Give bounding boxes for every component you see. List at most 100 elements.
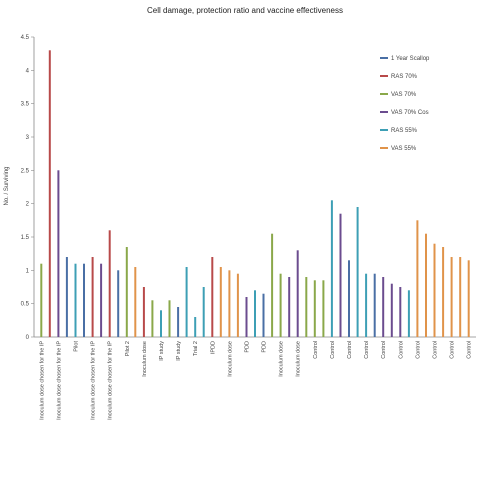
bar [83, 263, 85, 337]
bar [125, 247, 128, 337]
bar [365, 273, 368, 337]
x-category-label: Inoculum dose [279, 341, 285, 377]
x-category-label: Control [450, 341, 456, 359]
bar [433, 243, 436, 337]
bar [313, 280, 316, 337]
legend-label: VAS 70% [391, 92, 417, 98]
bar [142, 287, 145, 337]
bar [330, 200, 333, 337]
bar [425, 233, 427, 337]
bar [450, 257, 453, 337]
bar [168, 300, 171, 337]
bar [348, 260, 350, 337]
x-category-label: Control [347, 341, 353, 359]
y-tick-label: 2 [26, 202, 30, 208]
x-category-label: Inoculum dose chosen for the IP [39, 341, 45, 420]
bar [245, 297, 248, 337]
bar [442, 247, 445, 337]
x-category-label: Inoculum dose [227, 341, 233, 377]
legend: 1 Year Scallop RAS 70% VAS 70% VAS 70% Cos R… [380, 56, 430, 152]
bar [228, 270, 231, 337]
bar [356, 207, 359, 337]
bar [416, 220, 419, 337]
legend-label: RAS 55% [391, 128, 418, 134]
y-tick-label: 3.5 [21, 102, 30, 108]
bar [57, 170, 60, 337]
x-category-label: Inoculum dose chosen for the IP [56, 341, 62, 420]
x-category-label: Inoculum dose chosen for the IP [91, 341, 97, 420]
bar [117, 270, 120, 337]
x-category-label: IPDD [210, 341, 216, 354]
bar [202, 287, 205, 337]
bar [100, 263, 103, 337]
x-category-label: Inoculum dose [142, 341, 148, 377]
bar [91, 257, 94, 337]
bar [185, 267, 188, 337]
bar [151, 300, 154, 337]
x-category-label: Pilot [74, 341, 80, 352]
bar [459, 257, 462, 337]
bar [467, 260, 470, 337]
x-category-label: IP study [159, 341, 165, 361]
x-axis-labels: Inoculum dose chosen for the IP Inoculum … [39, 341, 472, 420]
y-tick-label: 2.5 [21, 168, 30, 174]
y-tick-label: 1.5 [21, 235, 30, 241]
bar [74, 263, 77, 337]
x-category-label: Inoculum dose chosen for the IP [108, 341, 114, 420]
bar [305, 277, 308, 337]
x-category-label: Control [433, 341, 439, 359]
bar [211, 257, 214, 337]
bar [390, 283, 393, 337]
x-category-label: Control [381, 341, 387, 359]
x-category-label: PDD [245, 341, 251, 353]
bar [288, 277, 291, 337]
bar [194, 317, 197, 337]
bar [373, 273, 376, 337]
bar [48, 50, 51, 338]
bar [254, 290, 256, 337]
y-axis: 0 0.5 1 1.5 2 2.5 3 3.5 4 4.5 [21, 35, 476, 341]
bar [262, 293, 265, 337]
bar [296, 250, 299, 337]
legend-label: VAS 55% [391, 146, 417, 152]
bar [108, 230, 111, 337]
bar [399, 287, 402, 337]
bar [40, 263, 43, 337]
x-category-label: Control [330, 341, 336, 359]
x-category-label: Inoculum dose [296, 341, 302, 377]
y-tick-label: 0.5 [21, 302, 30, 308]
bar [134, 267, 137, 337]
bar [236, 273, 239, 337]
x-category-label: Control [364, 341, 370, 359]
y-axis-label: No. / Surviving [4, 166, 10, 205]
bar [279, 273, 282, 337]
x-category-label: Control [415, 341, 421, 359]
y-tick-label: 1 [26, 268, 30, 274]
bar [160, 310, 162, 337]
y-tick-label: 0 [26, 335, 30, 341]
x-category-label: IP study [176, 341, 182, 361]
x-category-label: Pilot 2 [125, 341, 131, 356]
legend-label: 1 Year Scallop [391, 56, 430, 62]
legend-label: VAS 70% Cos [391, 110, 429, 116]
x-category-label: PDD [262, 341, 268, 353]
y-tick-label: 4 [26, 68, 30, 74]
x-category-label: Control [398, 341, 404, 359]
y-tick-label: 3 [26, 135, 30, 141]
bar [177, 307, 180, 337]
x-category-label: Control [313, 341, 319, 359]
bars-group [40, 50, 470, 338]
x-category-label: Trial 2 [193, 341, 199, 356]
bar [407, 290, 410, 337]
bar [339, 213, 342, 337]
bar [271, 233, 274, 337]
legend-label: RAS 70% [391, 74, 418, 80]
bar [322, 280, 325, 337]
y-tick-label: 4.5 [21, 35, 30, 41]
bar [65, 257, 68, 337]
bar [382, 277, 385, 337]
x-category-label: Control [467, 341, 473, 359]
chart-title: Cell damage, protection ratio and vaccin… [147, 6, 343, 15]
